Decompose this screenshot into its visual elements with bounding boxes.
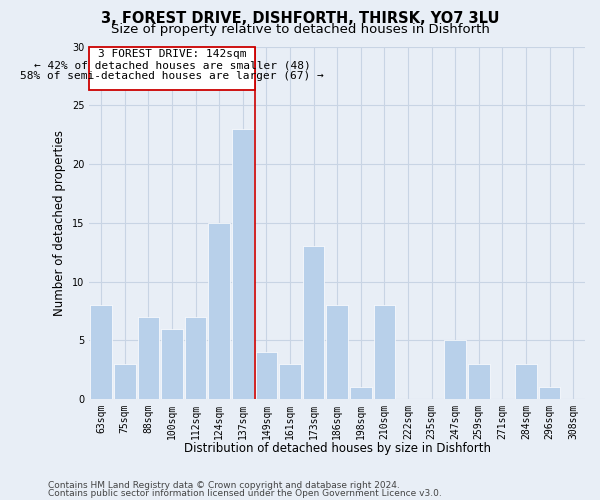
Text: 3, FOREST DRIVE, DISHFORTH, THIRSK, YO7 3LU: 3, FOREST DRIVE, DISHFORTH, THIRSK, YO7 … bbox=[101, 11, 499, 26]
Bar bbox=[114, 364, 136, 399]
Text: Contains HM Land Registry data © Crown copyright and database right 2024.: Contains HM Land Registry data © Crown c… bbox=[48, 481, 400, 490]
Bar bbox=[515, 364, 537, 399]
Text: Size of property relative to detached houses in Dishforth: Size of property relative to detached ho… bbox=[110, 22, 490, 36]
Text: Contains public sector information licensed under the Open Government Licence v3: Contains public sector information licen… bbox=[48, 488, 442, 498]
Bar bbox=[350, 388, 371, 399]
Bar bbox=[185, 317, 206, 399]
Bar bbox=[279, 364, 301, 399]
Y-axis label: Number of detached properties: Number of detached properties bbox=[53, 130, 67, 316]
Text: 3 FOREST DRIVE: 142sqm: 3 FOREST DRIVE: 142sqm bbox=[98, 50, 246, 59]
Bar bbox=[374, 305, 395, 399]
Text: 58% of semi-detached houses are larger (67) →: 58% of semi-detached houses are larger (… bbox=[20, 71, 324, 81]
X-axis label: Distribution of detached houses by size in Dishforth: Distribution of detached houses by size … bbox=[184, 442, 491, 455]
Bar bbox=[326, 305, 348, 399]
Bar bbox=[256, 352, 277, 399]
Bar bbox=[445, 340, 466, 399]
Text: ← 42% of detached houses are smaller (48): ← 42% of detached houses are smaller (48… bbox=[34, 60, 310, 70]
Bar bbox=[539, 388, 560, 399]
Bar bbox=[232, 129, 254, 399]
Bar bbox=[137, 317, 159, 399]
Bar bbox=[303, 246, 325, 399]
Bar bbox=[208, 223, 230, 399]
Bar bbox=[89, 46, 254, 90]
Bar bbox=[91, 305, 112, 399]
Bar bbox=[468, 364, 490, 399]
Bar bbox=[161, 328, 183, 399]
